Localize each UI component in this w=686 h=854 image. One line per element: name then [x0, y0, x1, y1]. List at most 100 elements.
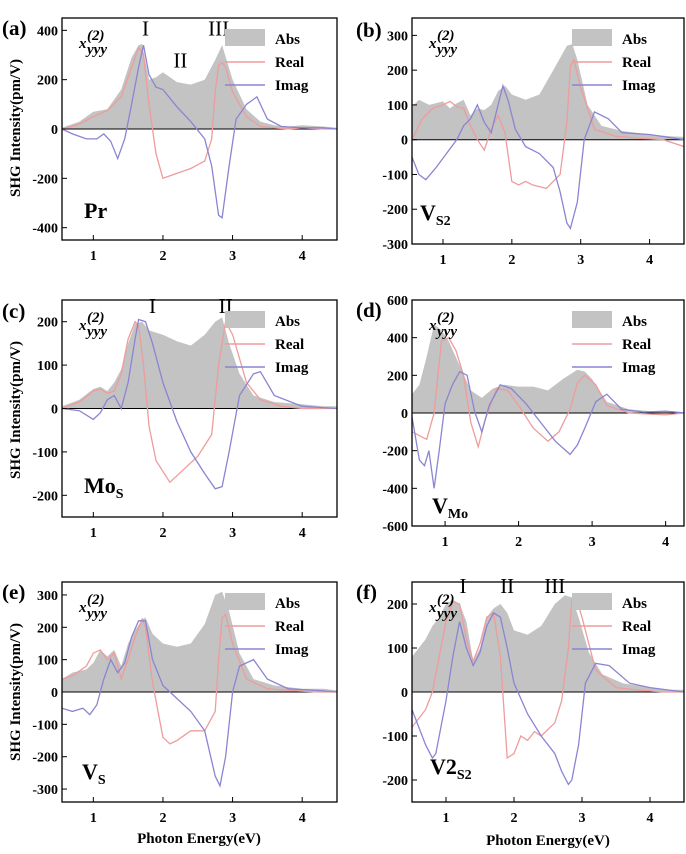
component-label: x — [428, 318, 437, 334]
component-label: x — [78, 36, 87, 52]
y-tick-label: -400 — [32, 222, 58, 237]
component-label: x — [78, 600, 87, 616]
y-axis-title: SHG Intensity(pm/V) — [8, 623, 24, 761]
legend-label: Imag — [275, 642, 309, 658]
x-tick-label: 3 — [229, 249, 236, 264]
peak-label: III — [208, 16, 229, 40]
plot-frame — [411, 17, 685, 245]
y-tick-label: -100 — [382, 730, 408, 745]
y-tick-label: 600 — [387, 294, 408, 309]
plot-area — [412, 593, 684, 786]
panel-label: (b) — [356, 18, 382, 42]
legend-label: Abs — [275, 596, 300, 612]
y-tick-label: -300 — [382, 238, 408, 253]
legend-label: Imag — [275, 78, 309, 94]
x-tick-label: 2 — [159, 249, 166, 264]
plot-area — [412, 324, 684, 489]
component-superscript: (2) — [437, 28, 455, 44]
x-tick-label: 4 — [299, 249, 306, 264]
legend-label: Abs — [622, 596, 647, 612]
real-series-line — [412, 593, 684, 760]
y-tick-label: 0 — [401, 407, 408, 422]
real-series-line — [62, 613, 337, 745]
x-tick-label: 3 — [579, 811, 586, 826]
legend-label: Imag — [622, 642, 656, 658]
imag-series-line — [62, 44, 337, 219]
peak-label: I — [142, 16, 149, 40]
x-tick-label: 4 — [299, 811, 306, 826]
legend-label: Abs — [275, 314, 300, 330]
defect-label: Pr — [84, 198, 107, 223]
legend-swatch-abs — [572, 593, 612, 610]
component-subscript: yyy — [435, 42, 457, 58]
real-series-line — [62, 319, 337, 484]
panel-label: (d) — [356, 298, 382, 322]
component-label: x — [428, 600, 437, 616]
y-tick-label: -100 — [32, 446, 58, 461]
plot-area — [62, 43, 337, 219]
x-tick-label: 2 — [159, 526, 166, 541]
legend-label: Imag — [622, 78, 656, 94]
y-tick-label: 200 — [37, 621, 58, 636]
legend-swatch-abs — [225, 29, 265, 46]
chart-panel: 1 2 3 4 -300 -200 -100 0 100 200 300 (b) x yyy(2) VS2 A… — [356, 17, 685, 268]
legend-label: Imag — [622, 360, 656, 376]
component-superscript: (2) — [87, 28, 105, 44]
x-tick-label: 1 — [442, 535, 449, 550]
y-tick-label: 300 — [387, 29, 408, 44]
imag-series-line — [412, 83, 684, 230]
component-label: x — [428, 36, 437, 52]
y-tick-label: 400 — [387, 332, 408, 347]
legend-swatch-abs — [572, 29, 612, 46]
y-tick-label: 100 — [387, 99, 408, 114]
legend-label: Real — [622, 337, 651, 353]
x-tick-label: 3 — [589, 535, 596, 550]
peak-label: III — [544, 574, 565, 598]
component-subscript: yyy — [85, 324, 107, 340]
legend-swatch-abs — [225, 593, 265, 610]
x-axis-title: Photon Energy(eV) — [137, 831, 261, 847]
imag-series-line — [62, 620, 337, 788]
component-superscript: (2) — [437, 310, 455, 326]
legend-label: Imag — [275, 360, 309, 376]
y-tick-label: -400 — [382, 482, 408, 497]
defect-label: VMo — [432, 493, 468, 522]
y-tick-label: -200 — [32, 751, 58, 766]
panel-label: (a) — [2, 16, 27, 40]
abs-series-area — [412, 595, 684, 692]
y-tick-label: -100 — [382, 168, 408, 183]
x-tick-label: 3 — [229, 811, 236, 826]
x-tick-label: 4 — [647, 811, 654, 826]
y-tick-label: -300 — [32, 783, 58, 798]
component-subscript: yyy — [85, 606, 107, 622]
y-tick-label: 200 — [37, 316, 58, 331]
peak-label: I — [149, 294, 156, 318]
component-label: x — [78, 318, 87, 334]
component-superscript: (2) — [87, 310, 105, 326]
y-tick-label: -200 — [382, 774, 408, 789]
y-tick-label: 200 — [387, 369, 408, 384]
y-tick-label: 100 — [37, 654, 58, 669]
y-tick-label: 400 — [37, 24, 58, 39]
plot-area — [62, 591, 337, 788]
legend-label: Real — [275, 337, 304, 353]
legend-label: Real — [275, 619, 304, 635]
x-tick-label: 3 — [577, 253, 584, 268]
x-tick-label: 1 — [443, 811, 450, 826]
y-tick-label: -200 — [32, 172, 58, 187]
legend-label: Abs — [622, 314, 647, 330]
y-tick-label: 100 — [37, 359, 58, 374]
y-tick-label: -200 — [382, 203, 408, 218]
plot-area — [62, 317, 337, 490]
legend-label: Real — [622, 619, 651, 635]
component-subscript: yyy — [435, 324, 457, 340]
component-superscript: (2) — [437, 592, 455, 608]
x-axis-title: Photon Energy(eV) — [486, 833, 610, 849]
x-tick-label: 2 — [515, 535, 522, 550]
x-tick-label: 4 — [646, 253, 653, 268]
abs-series-area — [62, 591, 337, 692]
x-tick-label: 3 — [229, 526, 236, 541]
x-tick-label: 2 — [511, 811, 518, 826]
imag-series-line — [412, 370, 684, 489]
